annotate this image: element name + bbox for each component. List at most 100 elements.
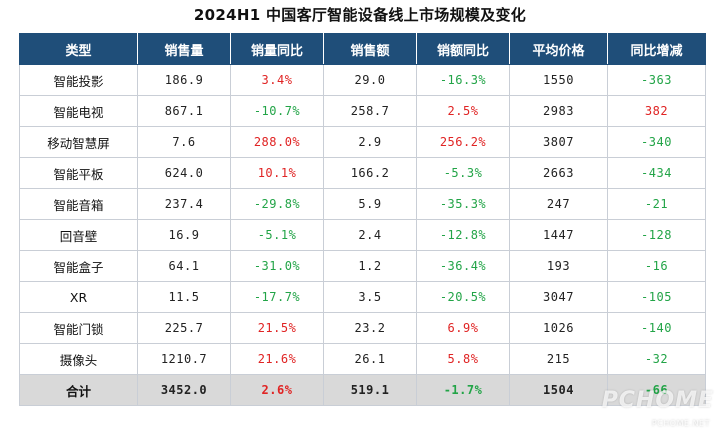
cell-revenue: 2.9 <box>323 126 417 158</box>
cell-avg-price: 2663 <box>509 157 608 189</box>
table-row: 回音壁 16.9 -5.1% 2.4 -12.8% 1447 -128 <box>19 219 706 251</box>
cell-volume: 11.5 <box>137 281 231 313</box>
cell-volume-yoy: 288.0% <box>230 126 324 158</box>
cell-volume-yoy: 3.4% <box>230 64 324 96</box>
cell-volume-yoy: 21.5% <box>230 312 324 344</box>
cell-price-change: -32 <box>607 343 706 375</box>
table-row: 智能盒子 64.1 -31.0% 1.2 -36.4% 193 -16 <box>19 250 706 282</box>
cell-revenue: 5.9 <box>323 188 417 220</box>
cell-revenue-yoy: 2.5% <box>416 95 510 127</box>
cell-revenue: 29.0 <box>323 64 417 96</box>
table-row: 智能平板 624.0 10.1% 166.2 -5.3% 2663 -434 <box>19 157 706 189</box>
cell-price-change: -140 <box>607 312 706 344</box>
cell-type: 回音壁 <box>19 219 138 251</box>
cell-price-change: -105 <box>607 281 706 313</box>
column-header-volume: 销售量 <box>137 33 231 65</box>
cell-revenue-yoy: 256.2% <box>416 126 510 158</box>
cell-avg-price: 215 <box>509 343 608 375</box>
page-title: 2024H1 中国客厅智能设备线上市场规模及变化 <box>193 6 527 24</box>
cell-volume: 225.7 <box>137 312 231 344</box>
cell-volume: 624.0 <box>137 157 231 189</box>
cell-price-change: -66 <box>607 374 706 406</box>
cell-avg-price: 3807 <box>509 126 608 158</box>
total-row: 合计 3452.0 2.6% 519.1 -1.7% 1504 -66 <box>19 374 706 406</box>
cell-avg-price: 193 <box>509 250 608 282</box>
cell-revenue: 3.5 <box>323 281 417 313</box>
cell-revenue-yoy: -20.5% <box>416 281 510 313</box>
cell-volume-yoy: -5.1% <box>230 219 324 251</box>
cell-volume-yoy: -31.0% <box>230 250 324 282</box>
cell-revenue-yoy: -1.7% <box>416 374 510 406</box>
cell-avg-price: 1026 <box>509 312 608 344</box>
table-row: 移动智慧屏 7.6 288.0% 2.9 256.2% 3807 -340 <box>19 126 706 158</box>
cell-type: 智能投影 <box>19 64 138 96</box>
cell-revenue: 258.7 <box>323 95 417 127</box>
cell-revenue: 23.2 <box>323 312 417 344</box>
column-header-revenue: 销售额 <box>323 33 417 65</box>
table-row: 智能门锁 225.7 21.5% 23.2 6.9% 1026 -140 <box>19 312 706 344</box>
cell-price-change: -16 <box>607 250 706 282</box>
column-header-avg-price: 平均价格 <box>509 33 608 65</box>
table-body: 智能投影 186.9 3.4% 29.0 -16.3% 1550 -363 智能电视 867.1… <box>19 64 706 406</box>
cell-revenue-yoy: -35.3% <box>416 188 510 220</box>
cell-volume-yoy: -29.8% <box>230 188 324 220</box>
cell-avg-price: 3047 <box>509 281 608 313</box>
cell-type: 智能音箱 <box>19 188 138 220</box>
cell-revenue-yoy: -16.3% <box>416 64 510 96</box>
column-header-price-change: 同比增减 <box>607 33 706 65</box>
cell-revenue-yoy: 6.9% <box>416 312 510 344</box>
cell-avg-price: 1550 <box>509 64 608 96</box>
cell-volume: 186.9 <box>137 64 231 96</box>
cell-type: 合计 <box>19 374 138 406</box>
table-row: 智能投影 186.9 3.4% 29.0 -16.3% 1550 -363 <box>19 64 706 96</box>
cell-revenue-yoy: -5.3% <box>416 157 510 189</box>
cell-revenue-yoy: -36.4% <box>416 250 510 282</box>
cell-avg-price: 1447 <box>509 219 608 251</box>
column-header-volume-yoy: 销量同比 <box>230 33 324 65</box>
cell-avg-price: 1504 <box>509 374 608 406</box>
cell-revenue: 2.4 <box>323 219 417 251</box>
header-row: 类型 销售量 销量同比 销售额 销额同比 平均价格 同比增减 <box>19 33 706 65</box>
cell-type: 智能平板 <box>19 157 138 189</box>
cell-price-change: -340 <box>607 126 706 158</box>
cell-revenue: 26.1 <box>323 343 417 375</box>
watermark-url: PCHOME.NET <box>651 419 710 428</box>
cell-price-change: 382 <box>607 95 706 127</box>
column-header-revenue-yoy: 销额同比 <box>416 33 510 65</box>
table-row: XR 11.5 -17.7% 3.5 -20.5% 3047 -105 <box>19 281 706 313</box>
cell-type: 智能盒子 <box>19 250 138 282</box>
cell-volume-yoy: -17.7% <box>230 281 324 313</box>
cell-price-change: -363 <box>607 64 706 96</box>
cell-volume: 64.1 <box>137 250 231 282</box>
cell-type: 摄像头 <box>19 343 138 375</box>
cell-type: 移动智慧屏 <box>19 126 138 158</box>
cell-avg-price: 2983 <box>509 95 608 127</box>
cell-revenue: 519.1 <box>323 374 417 406</box>
column-header-type: 类型 <box>19 33 138 65</box>
table-header: 类型 销售量 销量同比 销售额 销额同比 平均价格 同比增减 <box>19 33 706 65</box>
cell-price-change: -128 <box>607 219 706 251</box>
cell-revenue-yoy: -12.8% <box>416 219 510 251</box>
cell-volume-yoy: 21.6% <box>230 343 324 375</box>
cell-price-change: -434 <box>607 157 706 189</box>
cell-type: 智能门锁 <box>19 312 138 344</box>
table-row: 智能音箱 237.4 -29.8% 5.9 -35.3% 247 -21 <box>19 188 706 220</box>
table-row: 摄像头 1210.7 21.6% 26.1 5.8% 215 -32 <box>19 343 706 375</box>
cell-revenue: 166.2 <box>323 157 417 189</box>
cell-volume: 16.9 <box>137 219 231 251</box>
cell-price-change: -21 <box>607 188 706 220</box>
cell-avg-price: 247 <box>509 188 608 220</box>
cell-revenue: 1.2 <box>323 250 417 282</box>
cell-type: XR <box>19 281 138 313</box>
cell-volume: 3452.0 <box>137 374 231 406</box>
cell-volume: 867.1 <box>137 95 231 127</box>
cell-revenue-yoy: 5.8% <box>416 343 510 375</box>
cell-volume-yoy: -10.7% <box>230 95 324 127</box>
cell-volume-yoy: 2.6% <box>230 374 324 406</box>
market-table: 类型 销售量 销量同比 销售额 销额同比 平均价格 同比增减 智能投影 186.9… <box>19 33 706 406</box>
table-row: 智能电视 867.1 -10.7% 258.7 2.5% 2983 382 <box>19 95 706 127</box>
cell-type: 智能电视 <box>19 95 138 127</box>
cell-volume: 7.6 <box>137 126 231 158</box>
cell-volume: 237.4 <box>137 188 231 220</box>
cell-volume-yoy: 10.1% <box>230 157 324 189</box>
